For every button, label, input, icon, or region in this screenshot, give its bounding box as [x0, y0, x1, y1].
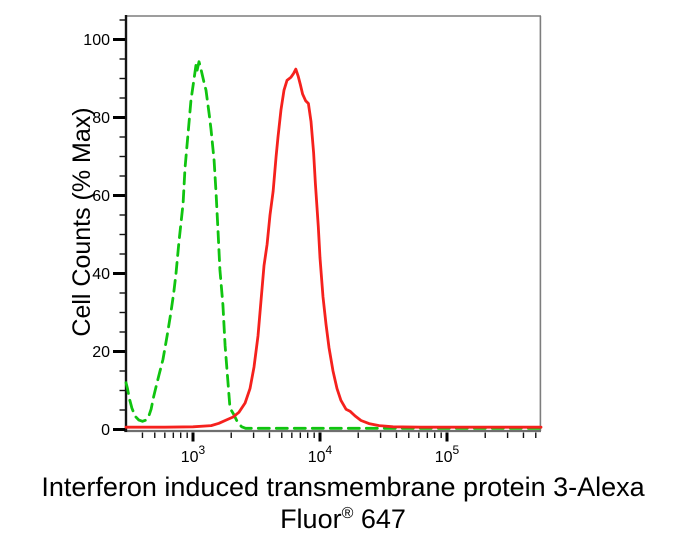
- y-tick-label: 0: [101, 422, 110, 439]
- x-tick-label: 105: [435, 443, 460, 466]
- red-solid-curve: [124, 67, 543, 429]
- figure-caption: Interferon induced transmembrane protein…: [0, 471, 686, 535]
- histogram-chart: Cell Counts (% Max) 103 104 105 0 20 40 60 80 10…: [68, 15, 543, 466]
- caption-line2: Fluor® 647: [0, 503, 686, 535]
- y-tick-label: 40: [92, 266, 110, 283]
- caption-fluor-text: Fluor: [280, 504, 342, 534]
- y-tick-label: 60: [92, 188, 110, 205]
- y-tick-label: 80: [92, 110, 110, 127]
- y-tick-label: 20: [92, 344, 110, 361]
- y-axis-title: Cell Counts (% Max): [68, 107, 96, 336]
- caption-647-text: 647: [353, 504, 406, 534]
- x-tick-label: 103: [181, 443, 206, 466]
- y-tick-label: 100: [83, 32, 110, 49]
- x-tick-label: 104: [308, 443, 333, 466]
- caption-line1: Interferon induced transmembrane protein…: [41, 472, 645, 502]
- registered-trademark-symbol: ®: [341, 505, 354, 522]
